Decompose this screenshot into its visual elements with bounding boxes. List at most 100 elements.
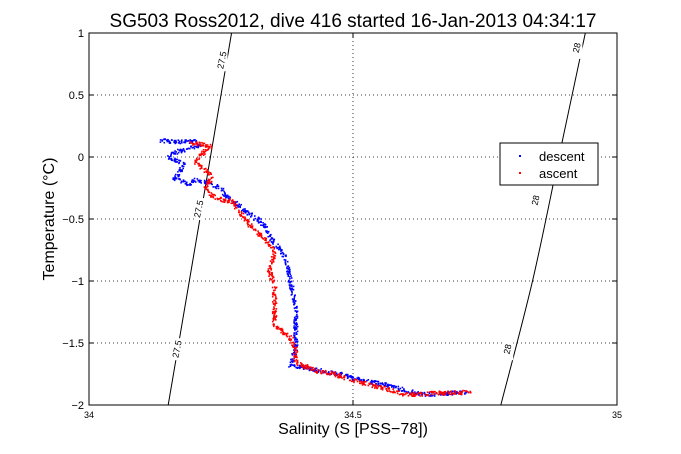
data-point xyxy=(209,182,211,184)
data-point xyxy=(205,144,207,146)
data-point xyxy=(179,167,181,169)
series-points xyxy=(159,138,472,397)
data-point xyxy=(244,212,247,214)
data-point xyxy=(294,319,297,322)
data-point xyxy=(194,181,197,183)
data-point xyxy=(451,390,454,393)
data-point xyxy=(173,178,175,181)
data-point xyxy=(277,246,280,249)
data-point xyxy=(192,181,195,184)
data-point xyxy=(178,140,181,143)
data-point xyxy=(246,218,249,221)
data-point xyxy=(195,140,198,142)
data-point xyxy=(362,378,365,381)
data-point xyxy=(179,169,182,171)
data-point xyxy=(175,177,178,180)
data-point xyxy=(267,232,269,234)
data-point xyxy=(200,182,202,184)
data-point xyxy=(361,381,364,383)
data-point xyxy=(333,373,335,376)
data-point xyxy=(257,220,260,222)
data-point xyxy=(269,244,272,247)
data-point xyxy=(273,289,275,292)
data-point xyxy=(275,245,277,248)
data-point xyxy=(418,394,420,396)
data-point xyxy=(235,203,238,206)
data-point xyxy=(290,360,293,363)
data-point xyxy=(210,180,213,183)
data-point xyxy=(314,370,317,373)
data-point xyxy=(290,275,292,277)
data-point xyxy=(290,358,292,361)
data-point xyxy=(184,141,187,143)
data-point xyxy=(290,280,293,283)
data-point xyxy=(263,226,265,228)
data-point xyxy=(276,326,279,329)
data-point xyxy=(460,393,463,395)
data-point xyxy=(295,315,297,318)
data-point xyxy=(246,210,248,213)
data-point xyxy=(220,197,222,200)
data-point xyxy=(203,142,206,145)
data-point xyxy=(170,159,173,161)
data-point xyxy=(244,218,247,221)
data-point xyxy=(272,241,275,243)
data-point xyxy=(275,316,277,318)
data-point xyxy=(397,385,400,388)
data-point xyxy=(350,375,352,377)
data-point xyxy=(228,195,230,198)
data-point xyxy=(295,354,297,356)
data-point xyxy=(238,209,240,212)
data-point xyxy=(242,216,244,218)
data-point xyxy=(240,203,242,206)
data-point xyxy=(161,140,164,142)
data-point xyxy=(372,384,374,387)
data-point xyxy=(210,173,212,175)
data-point xyxy=(177,151,180,154)
data-point xyxy=(398,390,400,392)
data-point xyxy=(300,365,303,367)
data-point xyxy=(293,319,295,321)
data-point xyxy=(451,391,453,394)
data-point xyxy=(308,366,311,368)
data-point xyxy=(333,374,336,376)
data-point xyxy=(274,304,276,307)
data-point xyxy=(260,224,262,226)
data-point xyxy=(419,393,422,395)
data-point xyxy=(181,139,183,141)
data-point xyxy=(374,383,377,385)
data-point xyxy=(194,161,196,163)
data-point xyxy=(280,329,283,331)
data-point xyxy=(182,165,185,168)
data-point xyxy=(191,141,193,143)
data-point xyxy=(203,151,205,153)
data-point xyxy=(197,146,200,149)
data-point xyxy=(179,170,182,173)
data-point xyxy=(271,261,273,264)
data-point xyxy=(393,387,395,389)
y-tick-label: −0.5 xyxy=(62,214,84,226)
data-point xyxy=(250,216,252,218)
data-point xyxy=(264,242,267,244)
data-point xyxy=(423,391,426,394)
data-point xyxy=(212,176,214,179)
data-point xyxy=(293,301,296,304)
data-point xyxy=(272,249,274,252)
data-point xyxy=(395,386,397,389)
data-point xyxy=(208,180,210,183)
data-point xyxy=(356,377,358,379)
contour-label-bg xyxy=(217,49,228,72)
data-point xyxy=(441,393,444,396)
data-point xyxy=(279,327,282,330)
data-point xyxy=(231,200,233,202)
data-point xyxy=(259,234,262,237)
data-point xyxy=(355,379,358,381)
data-point xyxy=(222,195,225,197)
data-point xyxy=(288,276,291,278)
data-point xyxy=(225,194,228,197)
data-point xyxy=(315,367,318,370)
data-point xyxy=(207,181,210,184)
data-point xyxy=(293,335,296,338)
data-point xyxy=(244,216,246,218)
data-point xyxy=(182,148,185,150)
